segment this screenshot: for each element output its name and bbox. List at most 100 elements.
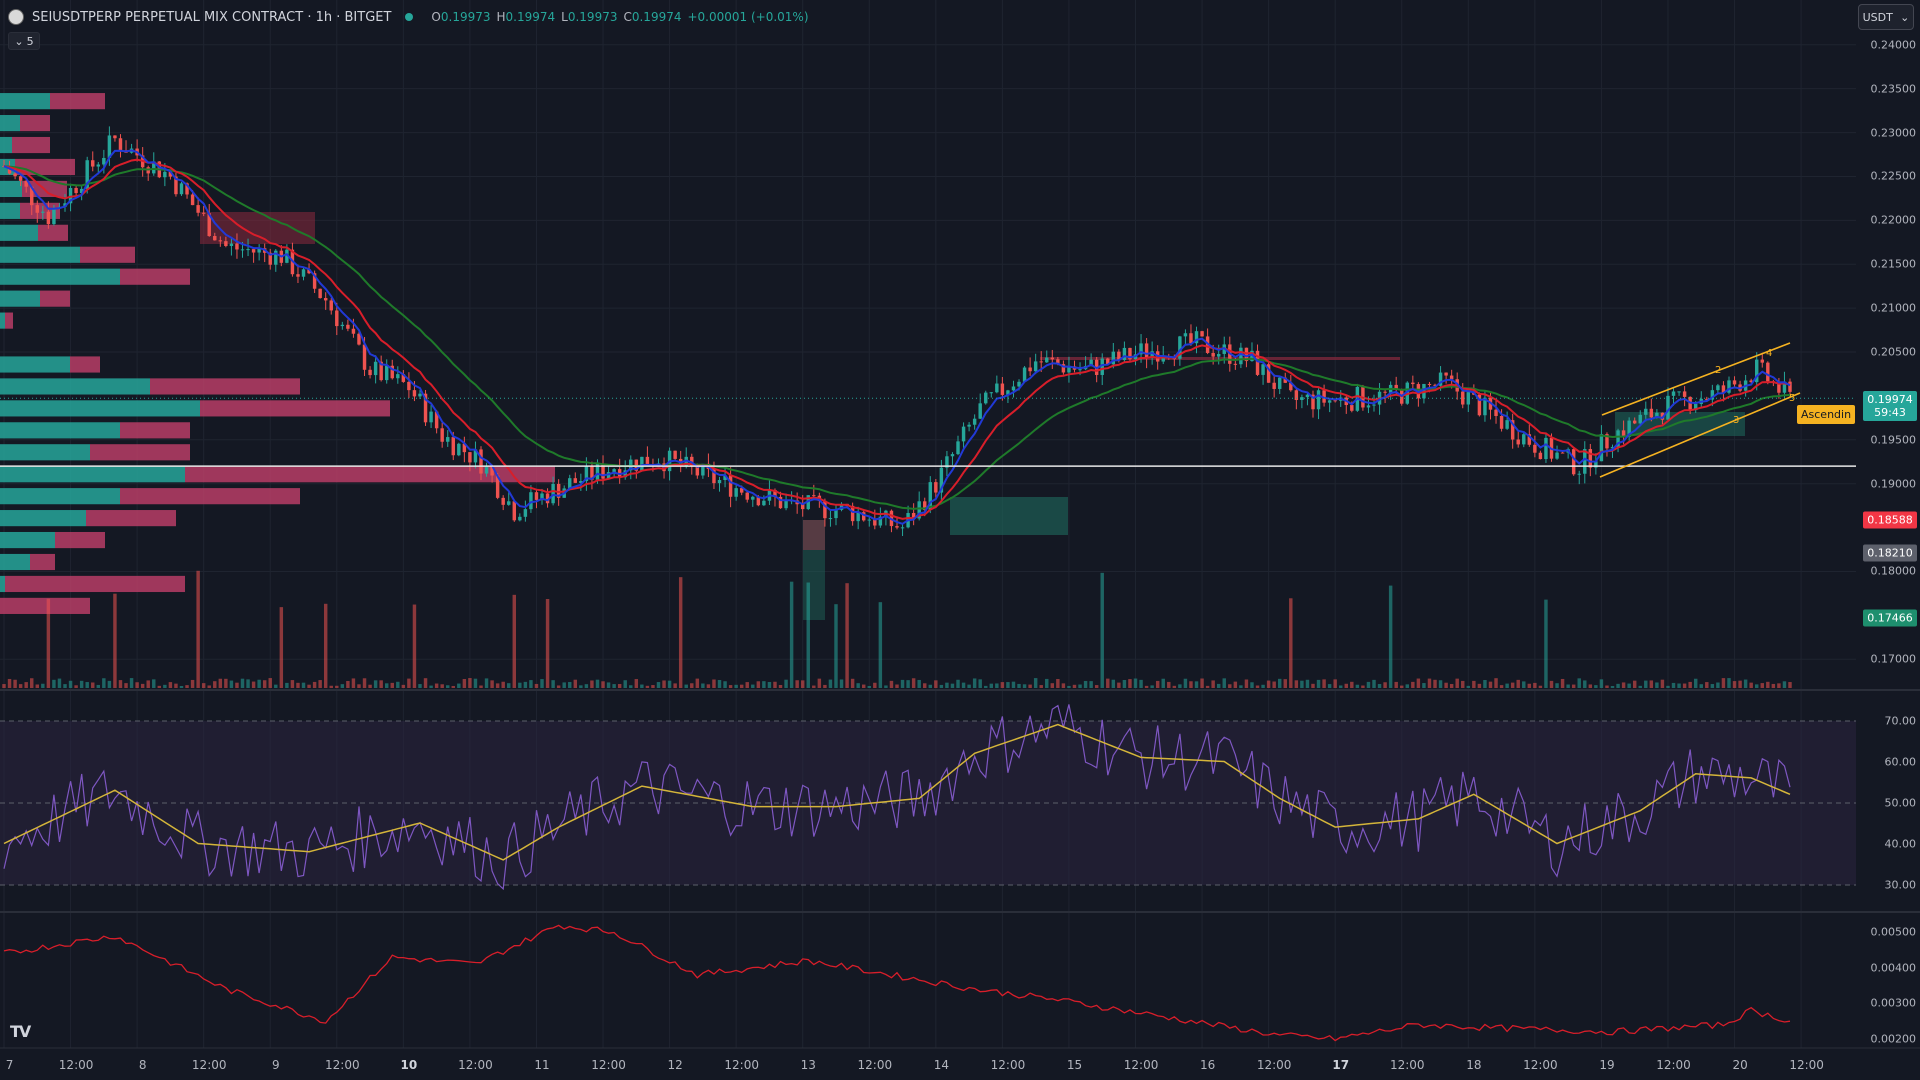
volume-bar [823, 684, 827, 688]
candle-body [1588, 449, 1593, 468]
candle-body [1150, 351, 1154, 358]
volume-bar [1244, 679, 1249, 688]
candle-body [1200, 331, 1204, 337]
volume-bar [468, 678, 472, 688]
volume-bar [717, 679, 722, 688]
candle-body [873, 519, 877, 526]
volume-bar [1444, 682, 1448, 688]
volume-bar [1588, 684, 1593, 688]
time-label: 14 [933, 1058, 949, 1072]
volume-bar [1660, 679, 1665, 688]
volume-bar [74, 685, 78, 688]
candle-body [1693, 403, 1698, 411]
volume-bar [545, 599, 550, 688]
candle-body [91, 160, 95, 167]
volume-bar [678, 577, 683, 688]
candle-body [235, 243, 239, 250]
volume-profile-bar [150, 378, 300, 395]
candle-body [1277, 377, 1282, 389]
price-tag: 0.17466 [1863, 609, 1917, 627]
currency-select[interactable]: USDT ⌄ [1858, 4, 1914, 30]
axis-label: 70.00 [1884, 714, 1917, 727]
candle-body [462, 443, 467, 453]
candle-body [1438, 372, 1443, 386]
volume-bar [479, 685, 483, 688]
candle-body [1555, 452, 1559, 459]
candle-body [190, 194, 195, 206]
volume-bar [7, 678, 12, 688]
volume-bar [1416, 678, 1421, 688]
volume-bar [1494, 678, 1498, 688]
candle-body [839, 503, 844, 510]
volume-bar [1161, 678, 1165, 688]
channel-zone [1615, 412, 1745, 436]
volume-bars [2, 570, 1792, 688]
time-label: 12:00 [191, 1058, 227, 1072]
candle-body [174, 176, 178, 195]
volume-bar [174, 683, 178, 688]
candle-body [1039, 361, 1043, 363]
volume-bar [1566, 684, 1570, 688]
candle-body [739, 488, 744, 493]
indicator-collapse-button[interactable]: ⌄ 5 [8, 32, 40, 50]
candle-body [1732, 380, 1737, 385]
candle-body [1294, 390, 1299, 401]
volume-bar [190, 679, 195, 688]
ema-slow-line [3, 165, 1791, 510]
volume-bar [52, 679, 56, 688]
candle-body [751, 496, 755, 500]
volume-bar [1405, 684, 1410, 688]
candle-body [390, 365, 394, 379]
candle-body [163, 171, 167, 178]
candle-body [595, 463, 600, 480]
volume-bar [1000, 682, 1005, 688]
volume-bar [1422, 683, 1426, 688]
candle-body [484, 466, 489, 474]
candle-body [1144, 343, 1149, 358]
candle-body [1527, 434, 1532, 445]
tradingview-logo[interactable]: TV [10, 1022, 31, 1041]
candle-body [102, 157, 106, 165]
volume-bar [1211, 680, 1215, 688]
pattern-point: 5 [1789, 393, 1795, 404]
volume-bar [351, 678, 356, 688]
volume-bar [35, 684, 39, 688]
candle-body [601, 463, 605, 479]
volume-bar [756, 681, 761, 688]
candle-body [606, 472, 611, 479]
candle-body [473, 449, 478, 463]
volume-bar [412, 604, 417, 688]
volume-bar [1111, 679, 1116, 688]
axis-label: 0.00400 [1870, 961, 1917, 975]
candle-body [335, 310, 339, 327]
volume-bar [1261, 684, 1265, 688]
pattern-label[interactable]: Ascendin [1797, 405, 1856, 424]
volume-bar [1355, 684, 1360, 688]
volume-bar [1621, 682, 1626, 688]
candle-body [1372, 404, 1376, 406]
volume-bar [1766, 681, 1770, 688]
symbol-title[interactable]: SEIUSDTPERP PERPETUAL MIX CONTRACT · 1h … [32, 9, 392, 25]
volume-bar [1677, 683, 1681, 688]
volume-bar [1777, 683, 1781, 688]
volume-bar [634, 679, 639, 688]
candle-body [35, 205, 39, 213]
candle-body [396, 374, 400, 379]
volume-bar [984, 685, 988, 688]
volume-bar [1749, 682, 1753, 688]
candle-body [357, 333, 361, 345]
volume-bar [1305, 679, 1310, 688]
volume-bar [368, 684, 372, 688]
volume-bar [1682, 683, 1687, 688]
candle-body [984, 392, 988, 404]
volume-bar [612, 684, 616, 688]
volume-bar [57, 678, 62, 688]
volume-profile-bar [0, 246, 80, 263]
volume-bar [1599, 679, 1604, 688]
ascending-channel[interactable]: 2 3 4 5 [1599, 342, 1801, 478]
candle-body [673, 450, 677, 459]
candle-body [1078, 369, 1082, 371]
candle-body [1056, 359, 1060, 365]
volume-bar [1289, 598, 1293, 688]
